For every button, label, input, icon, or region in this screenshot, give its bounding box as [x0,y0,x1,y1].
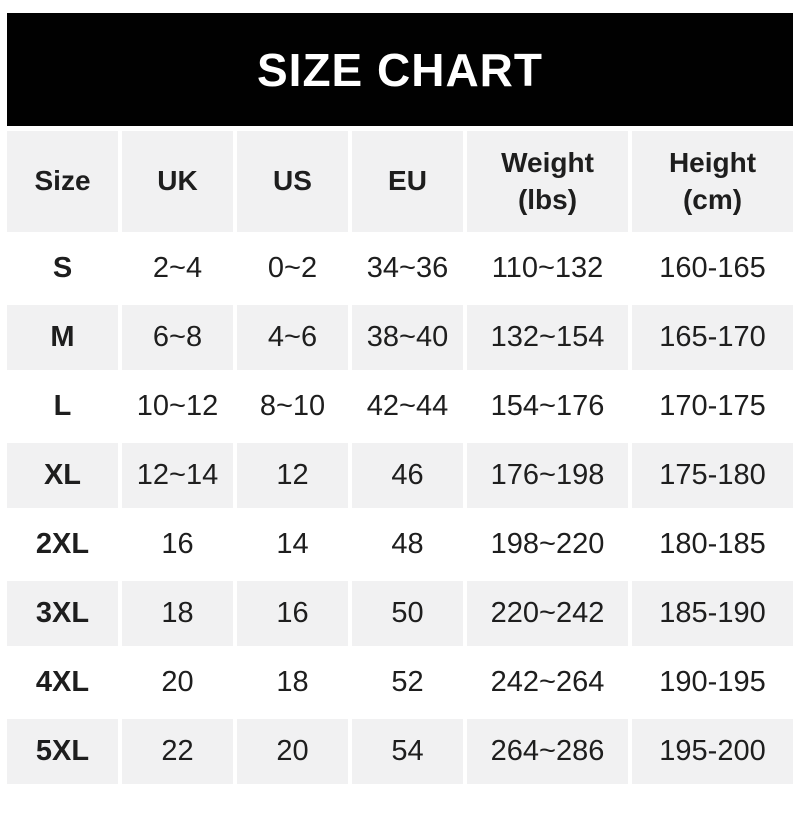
cell-l-height: 170-175 [632,374,793,439]
size-chart-page: SIZE CHART Size UK US EU Weight (lbs) He… [0,13,800,813]
cell-s-us: 0~2 [237,236,348,301]
cell-l-weight: 154~176 [467,374,628,439]
cell-s-size: S [7,236,118,301]
cell-l-uk: 10~12 [122,374,233,439]
cell-s-eu: 34~36 [352,236,463,301]
cell-5xl-us: 20 [237,719,348,784]
cell-s-uk: 2~4 [122,236,233,301]
cell-2xl-uk: 16 [122,512,233,577]
cell-l-us: 8~10 [237,374,348,439]
column-header-label: Height [668,146,757,178]
cell-5xl-height: 195-200 [632,719,793,784]
cell-m-eu: 38~40 [352,305,463,370]
banner: SIZE CHART [7,13,793,126]
cell-m-uk: 6~8 [122,305,233,370]
cell-m-weight: 132~154 [467,305,628,370]
column-header-label: US [273,165,312,197]
column-header-size: Size [7,131,118,232]
cell-xl-eu: 46 [352,443,463,508]
cell-4xl-size: 4XL [7,650,118,715]
column-header-weight: Weight (lbs) [467,131,628,232]
cell-l-eu: 42~44 [352,374,463,439]
cell-3xl-size: 3XL [7,581,118,646]
column-header-label: Size [34,165,91,197]
cell-xl-uk: 12~14 [122,443,233,508]
cell-2xl-eu: 48 [352,512,463,577]
column-header-label: EU [388,165,427,197]
page-title: SIZE CHART [257,43,543,96]
cell-5xl-eu: 54 [352,719,463,784]
cell-4xl-height: 190-195 [632,650,793,715]
cell-3xl-us: 16 [237,581,348,646]
cell-4xl-uk: 20 [122,650,233,715]
cell-3xl-weight: 220~242 [467,581,628,646]
cell-m-us: 4~6 [237,305,348,370]
cell-2xl-weight: 198~220 [467,512,628,577]
cell-xl-us: 12 [237,443,348,508]
cell-2xl-height: 180-185 [632,512,793,577]
cell-2xl-size: 2XL [7,512,118,577]
cell-3xl-uk: 18 [122,581,233,646]
column-header-sublabel: (lbs) [517,183,578,215]
cell-l-size: L [7,374,118,439]
column-header-height: Height (cm) [632,131,793,232]
cell-xl-height: 175-180 [632,443,793,508]
cell-m-size: M [7,305,118,370]
column-header-label: Weight [501,146,594,178]
cell-3xl-eu: 50 [352,581,463,646]
cell-5xl-weight: 264~286 [467,719,628,784]
cell-2xl-us: 14 [237,512,348,577]
cell-4xl-weight: 242~264 [467,650,628,715]
cell-xl-size: XL [7,443,118,508]
cell-m-height: 165-170 [632,305,793,370]
cell-s-height: 160-165 [632,236,793,301]
column-header-uk: UK [122,131,233,232]
cell-4xl-eu: 52 [352,650,463,715]
column-header-eu: EU [352,131,463,232]
column-header-label: UK [157,165,198,197]
cell-5xl-uk: 22 [122,719,233,784]
cell-3xl-height: 185-190 [632,581,793,646]
cell-4xl-us: 18 [237,650,348,715]
cell-xl-weight: 176~198 [467,443,628,508]
cell-s-weight: 110~132 [467,236,628,301]
column-header-sublabel: (cm) [682,183,743,215]
column-header-us: US [237,131,348,232]
cell-5xl-size: 5XL [7,719,118,784]
size-table: Size UK US EU Weight (lbs) Height (cm) S… [7,131,793,784]
